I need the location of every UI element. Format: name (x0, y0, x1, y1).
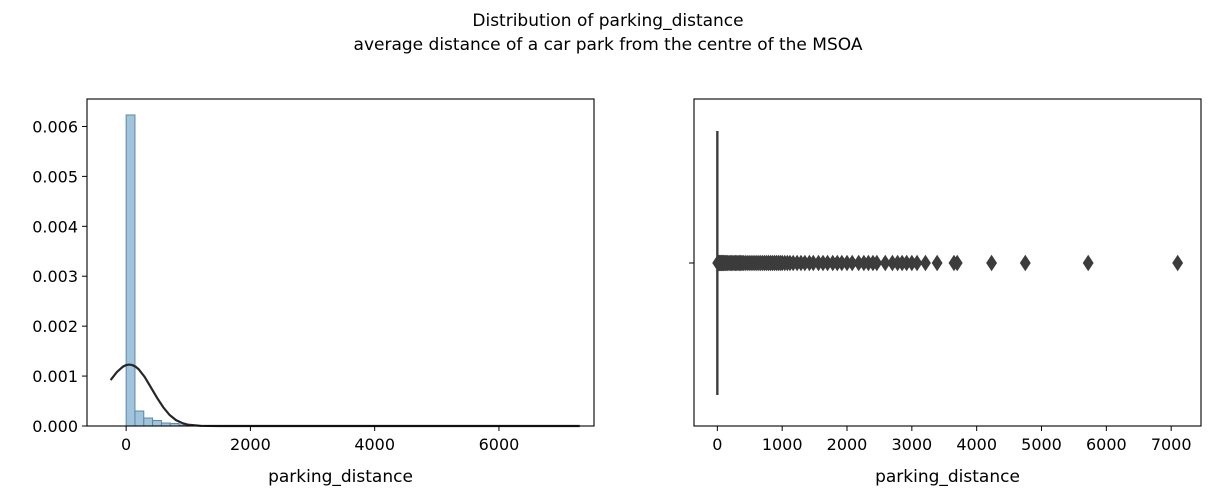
y-tick-label: 0.002 (32, 317, 78, 336)
boxplot-panel: 0 1000 2000 3000 4000 5000 6000 7000 parking_dis… (689, 98, 1202, 487)
histogram-bar (143, 417, 154, 427)
x-tick-label: 6000 (1086, 435, 1127, 454)
outlier-point (1019, 254, 1031, 272)
histogram-bar (134, 410, 145, 427)
x-tick-label: 1000 (762, 435, 803, 454)
histogram-panel: 0 2000 4000 6000 0.000 0.001 0.002 0.003 0.004 0.… (32, 98, 595, 487)
figure-title: Distribution of parking_distance (472, 11, 744, 31)
x-tick-label: 7000 (1151, 435, 1192, 454)
y-tick-label: 0.004 (32, 217, 78, 236)
x-tick-label: 0 (712, 435, 722, 454)
x-tick-label: 6000 (479, 435, 520, 454)
x-tick-label: 4000 (354, 435, 395, 454)
histogram-bar (152, 420, 162, 427)
outlier-point (871, 254, 883, 272)
x-axis-label: parking_distance (875, 467, 1020, 487)
y-tick-label: 0.003 (32, 267, 78, 286)
histogram-bar (125, 114, 136, 427)
x-tick-label: 5000 (1021, 435, 1062, 454)
y-tick-label: 0.000 (32, 417, 78, 436)
outlier-point (920, 254, 931, 272)
outlier-point (879, 254, 891, 272)
figure-subtitle: average distance of a car park from the … (353, 35, 863, 55)
y-tick-label: 0.005 (32, 167, 78, 186)
x-tick-label: 0 (121, 435, 131, 454)
x-tick-label: 2000 (230, 435, 271, 454)
x-axis-label: parking_distance (268, 467, 413, 487)
outlier-point (931, 254, 943, 272)
y-tick-label: 0.001 (32, 367, 78, 386)
outlier-point (1172, 254, 1184, 272)
x-tick-label: 4000 (956, 435, 997, 454)
plot-frame (86, 98, 595, 427)
outlier-point (986, 254, 998, 272)
kde-line (109, 363, 580, 428)
outlier-point (951, 254, 963, 272)
outlier-point (1082, 254, 1094, 272)
y-tick-label: 0.006 (32, 117, 78, 136)
outlier-point (911, 254, 923, 272)
x-tick-label: 3000 (891, 435, 932, 454)
x-tick-label: 2000 (827, 435, 868, 454)
